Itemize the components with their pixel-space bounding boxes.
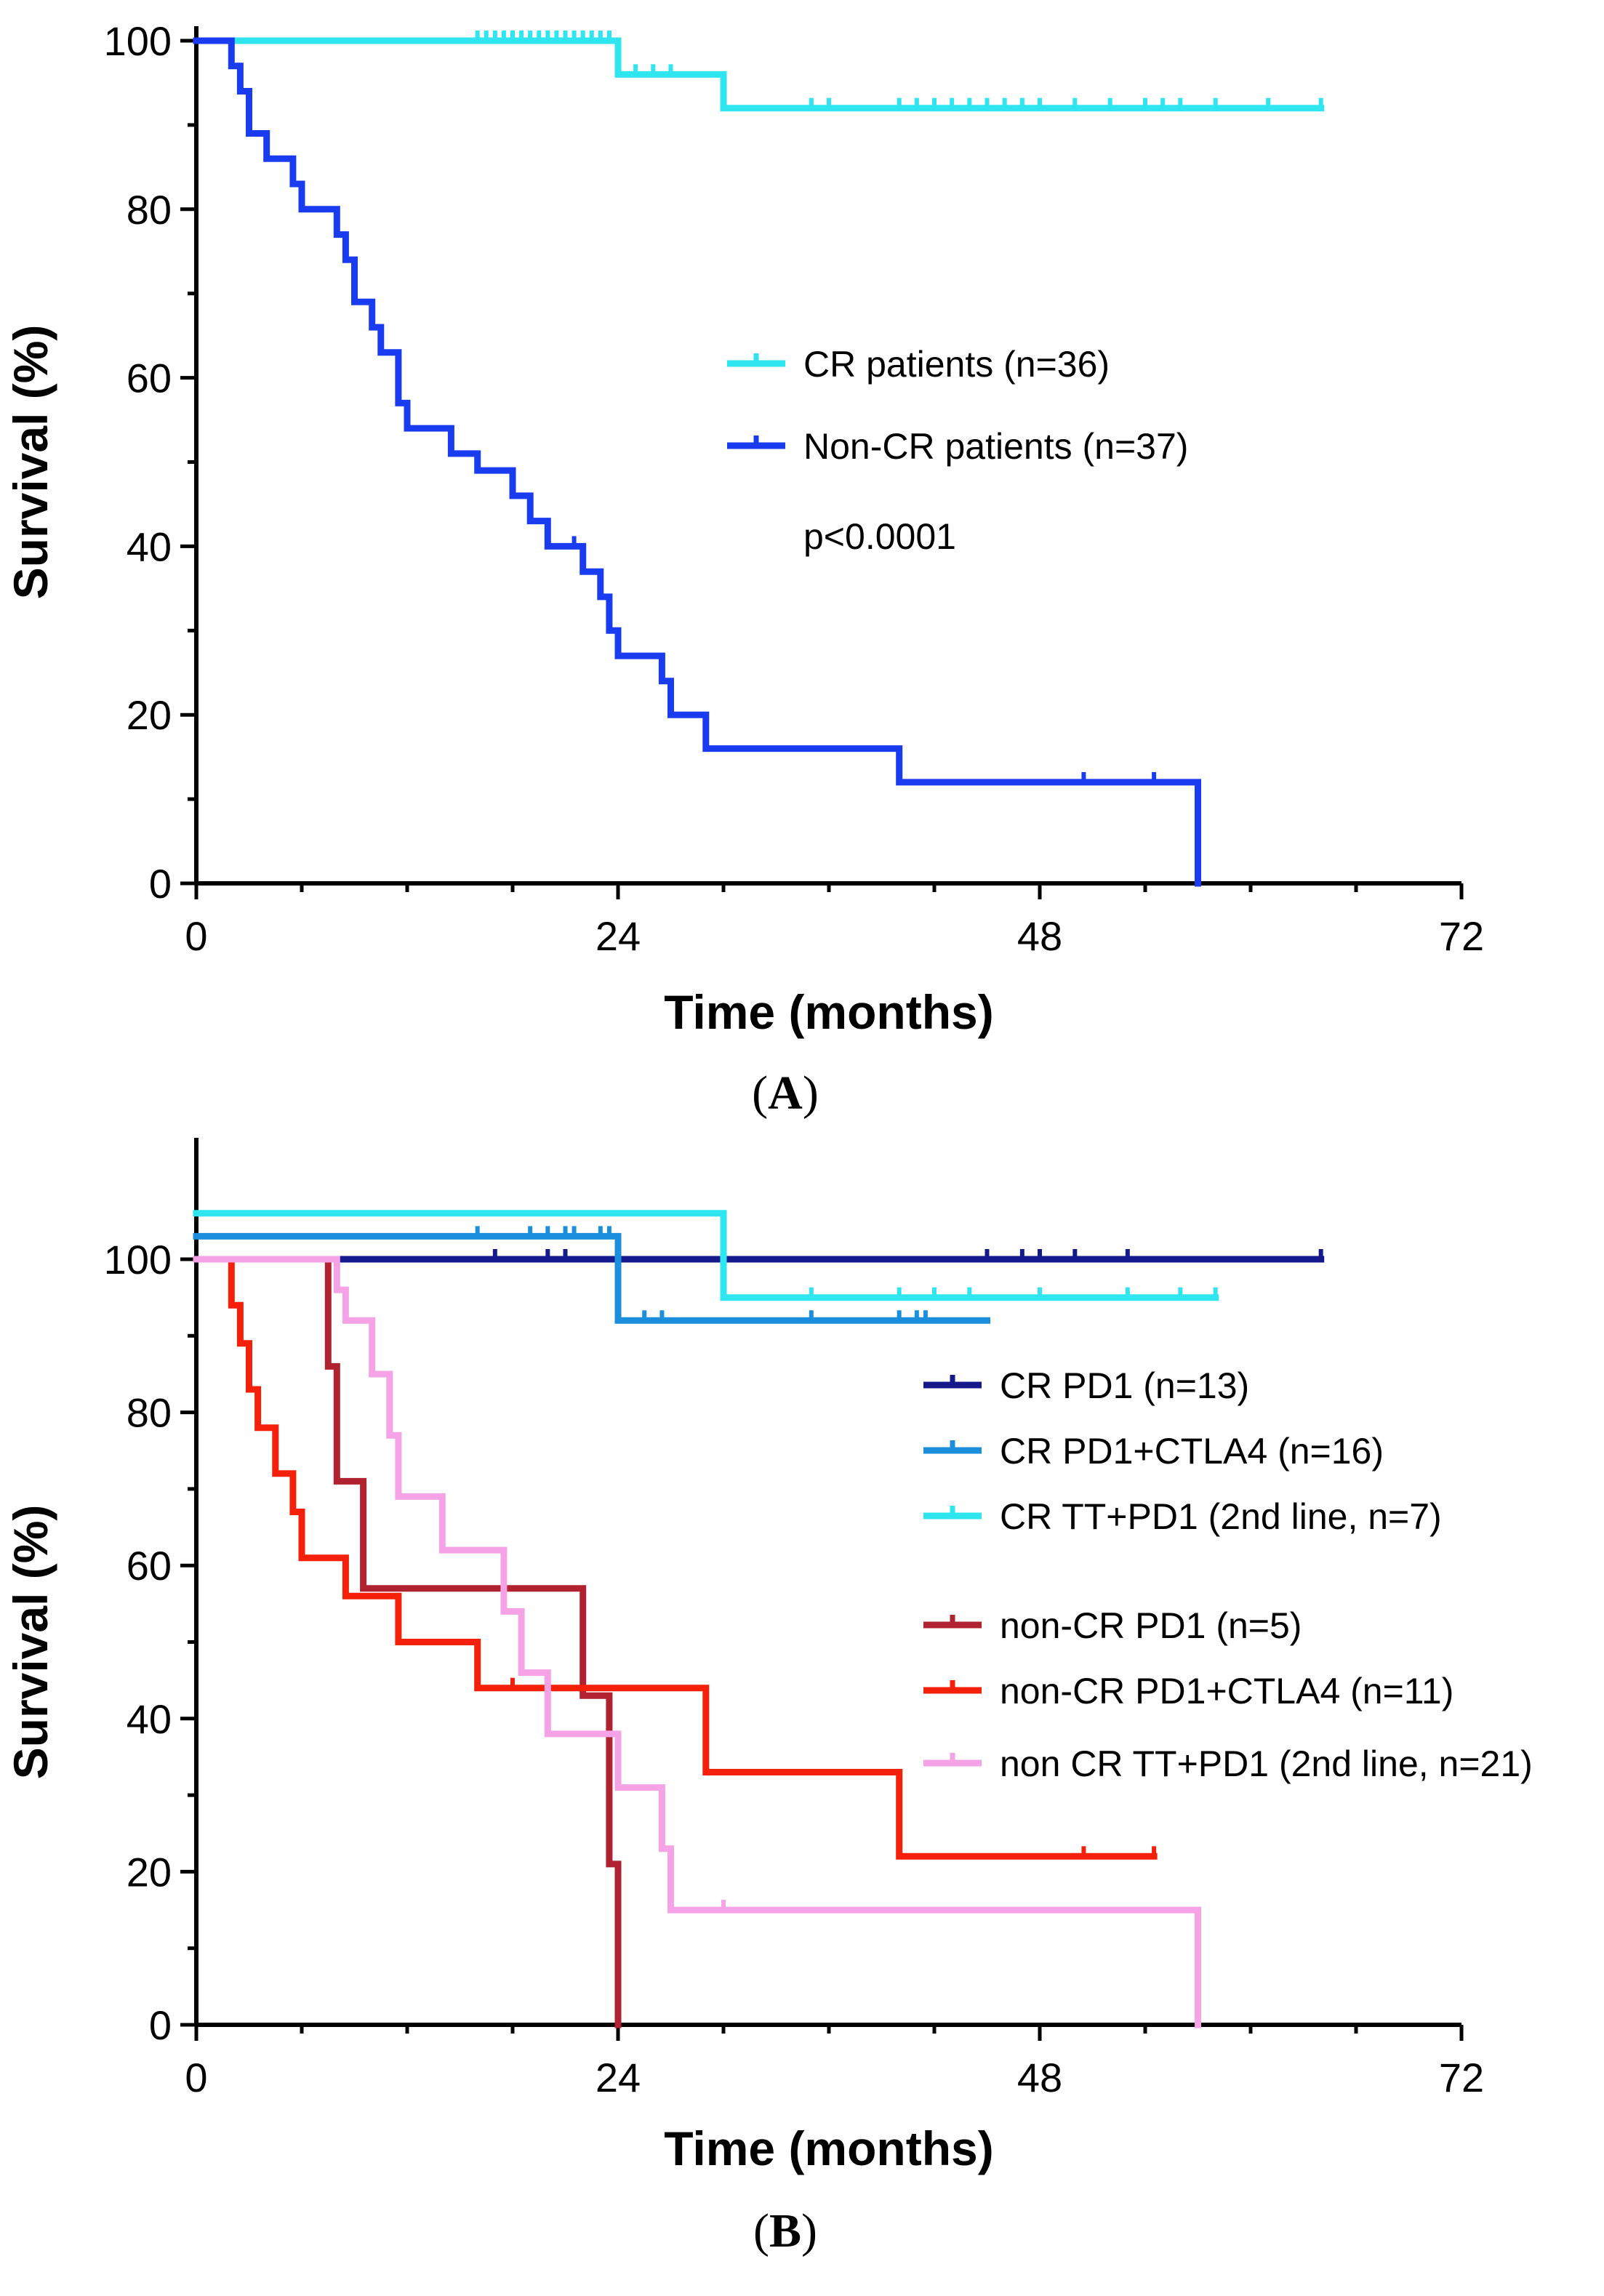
panel-paren-close: ) [801,2204,817,2257]
legend-label: CR PD1 (n=13) [1000,1365,1249,1406]
survival-curve [193,1256,622,2028]
survival-curve [193,1232,990,1324]
panel-b-chart: 0 20 40 60 80 100 0 24 48 72 Time (months) Survival… [4,1138,1533,2257]
x-tick-label: 48 [1017,2055,1062,2100]
y-tick-label: 0 [149,861,172,907]
legend-label: non-CR PD1+CTLA4 (n=11) [1000,1671,1453,1711]
legend-label: non CR TT+PD1 (2nd line, n=21) [1000,1743,1533,1784]
x-axis-label: Time (months) [664,2122,993,2175]
survival-curve [193,1256,1201,2028]
series-4: non-CR PD1 (n=5) [193,1256,1302,2028]
series-6: non CR TT+PD1 (2nd line, n=21) [193,1256,1533,2028]
survival-curve [193,1210,1219,1301]
x-axis-label: Time (months) [664,985,993,1039]
x-tick-label: 0 [185,913,207,959]
panel-paren-open: ( [752,1067,768,1120]
panel-paren-close: ) [803,1067,819,1120]
y-tick-label: 20 [127,692,172,738]
y-tick-label: 20 [127,1849,172,1895]
panel-a-chart: 0 20 40 60 80 100 0 24 48 72 Time (months) Survival… [4,18,1484,1120]
y-tick-label: 60 [127,356,172,401]
y-tick-label: 80 [127,1390,172,1436]
panel-label: (A) [752,1067,819,1120]
panel-letter: B [769,2204,801,2257]
panel-letter: A [768,1067,803,1120]
survival-curve [193,37,1201,887]
x-tick-label: 72 [1439,913,1484,959]
legend-label: Non-CR patients (n=37) [803,426,1188,467]
legend-label: non-CR PD1 (n=5) [1000,1605,1302,1646]
series-5: non-CR PD1+CTLA4 (n=11) [193,1256,1453,1860]
x-tick-label: 48 [1017,913,1062,959]
y-tick-label: 60 [127,1543,172,1589]
series-2: Non-CR patients (n=37) [193,37,1201,887]
series-3: CR TT+PD1 (2nd line, n=7) [193,1210,1442,1537]
panel-paren-open: ( [753,2204,769,2257]
y-tick-label: 40 [127,523,172,569]
legend-label: CR PD1+CTLA4 (n=16) [1000,1431,1384,1472]
y-tick-label: 100 [104,18,172,64]
series-1: CR PD1 (n=13) [193,1249,1325,1406]
p-value-annotation: p<0.0001 [803,516,956,557]
legend-label: CR patients (n=36) [803,344,1110,385]
x-tick-label: 24 [596,2055,641,2100]
survival-curve [193,37,1325,112]
x-tick-label: 24 [596,913,641,959]
y-axis-label: Survival (%) [4,1505,57,1780]
y-tick-label: 0 [149,2002,172,2048]
y-tick-label: 40 [127,1696,172,1742]
series-1: CR patients (n=36) [193,31,1325,385]
legend-label: CR TT+PD1 (2nd line, n=7) [1000,1496,1442,1537]
y-axis-label: Survival (%) [4,325,57,600]
survival-curve [193,1256,1158,1860]
y-tick-label: 80 [127,187,172,233]
x-tick-label: 72 [1439,2055,1484,2100]
x-tick-label: 0 [185,2055,207,2100]
series-2: CR PD1+CTLA4 (n=16) [193,1226,1384,1472]
panel-label: (B) [753,2204,817,2257]
y-tick-label: 100 [104,1237,172,1283]
